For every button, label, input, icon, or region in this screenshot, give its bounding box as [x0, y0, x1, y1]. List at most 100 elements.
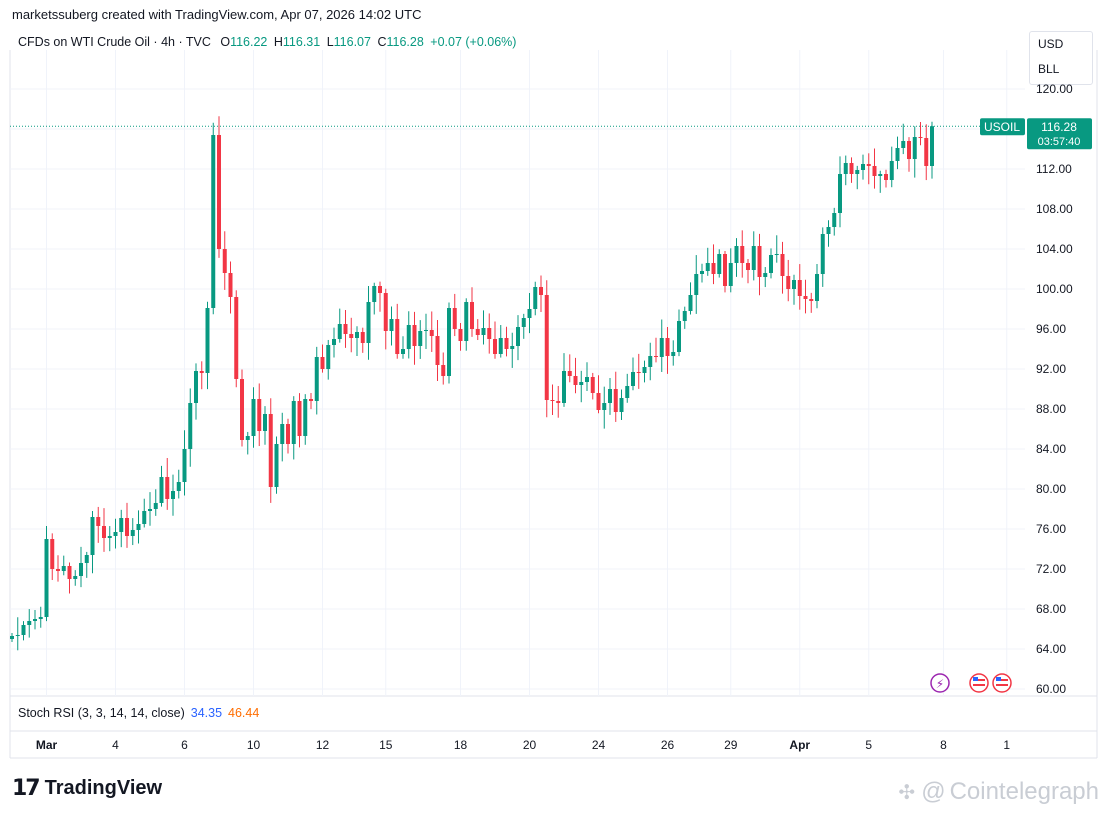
candle-body	[96, 517, 101, 526]
candle-body	[401, 349, 405, 354]
candle-body	[659, 338, 664, 357]
candle-body	[199, 371, 204, 373]
candle-body	[165, 477, 170, 499]
low-label: L	[326, 35, 334, 49]
candle-body	[79, 563, 83, 576]
us-flag-event-icon[interactable]	[992, 673, 1012, 693]
tradingview-logo[interactable]: 17 TradingView	[12, 775, 162, 801]
candle-body	[533, 287, 538, 309]
candle-body	[590, 377, 595, 393]
candle-body	[205, 308, 210, 373]
x-tick-label: 5	[865, 738, 872, 752]
candle-body	[619, 398, 624, 412]
candle-body	[429, 330, 434, 336]
candle-body	[498, 338, 503, 354]
candle-body	[182, 449, 187, 482]
earnings-event-icon[interactable]	[930, 673, 950, 693]
candle-body	[550, 400, 555, 401]
x-tick-label: 26	[661, 738, 675, 752]
cointelegraph-symbol-icon: ✣	[898, 781, 916, 804]
candle-body	[395, 319, 400, 354]
candle-body	[424, 330, 428, 331]
candle-body	[924, 138, 929, 166]
high-value: 116.31	[282, 35, 321, 49]
candle-body	[579, 382, 584, 385]
candle-body	[602, 403, 607, 410]
candle-body	[119, 518, 124, 532]
candle-body	[700, 271, 704, 274]
candle-body	[803, 296, 808, 299]
candle-body	[642, 367, 647, 373]
y-tick-label: 84.00	[1036, 442, 1066, 456]
candle-body	[740, 246, 745, 263]
candle-body	[21, 625, 26, 635]
candle-body	[90, 517, 95, 555]
candle-body	[56, 569, 60, 571]
candle-body	[901, 141, 906, 148]
currency-usd[interactable]: USD	[1038, 37, 1064, 51]
tradingview-logo-icon: 17	[12, 775, 41, 801]
currency-menu[interactable]: USD BLL	[1029, 31, 1093, 85]
candle-body	[625, 386, 630, 398]
candle-body	[418, 331, 423, 346]
candle-body	[148, 509, 152, 511]
candle-body	[930, 126, 934, 166]
candle-body	[665, 338, 670, 356]
stoch-rsi-k: 34.35	[190, 706, 223, 720]
candle-body	[125, 518, 129, 536]
stoch-rsi-d: 46.44	[228, 706, 260, 720]
us-flag-event-icon[interactable]	[969, 673, 989, 693]
candle-body	[412, 325, 417, 346]
candle-body	[332, 339, 336, 345]
candle-body	[855, 170, 860, 174]
change-value: +0.07 (+0.06%)	[430, 35, 517, 49]
candle-body	[763, 273, 768, 277]
candle-body	[142, 511, 147, 524]
lightning-icon[interactable]: ⚡	[936, 677, 944, 691]
candle-body	[309, 399, 313, 401]
candle-body	[240, 379, 244, 440]
x-tick-label: 10	[247, 738, 261, 752]
candle-body	[372, 286, 377, 302]
x-tick-label: 4	[112, 738, 119, 752]
candle-body	[355, 332, 359, 338]
us-flag-stripe	[996, 684, 1008, 686]
candle-body	[38, 617, 43, 619]
x-tick-label: 1	[1003, 738, 1010, 752]
candle-body	[567, 371, 572, 376]
last-price-tag	[1027, 118, 1092, 150]
candle-body	[648, 356, 653, 367]
candle-body	[585, 377, 589, 382]
candle-body	[746, 263, 750, 270]
currency-bll[interactable]: BLL	[1038, 62, 1060, 76]
candle-body	[872, 166, 877, 176]
candle-body	[734, 246, 739, 263]
candle-body	[613, 389, 618, 412]
symbol-title[interactable]: CFDs on WTI Crude Oil · 4h · TVC	[18, 35, 211, 49]
us-flag-canton	[973, 677, 978, 681]
candle-body	[406, 325, 411, 349]
chart-creator-credit: marketssuberg created with TradingView.c…	[12, 7, 422, 22]
candle-body	[889, 161, 894, 180]
last-price-value: 116.28	[1041, 120, 1077, 134]
candle-body	[866, 164, 871, 166]
candle-body	[671, 352, 676, 356]
open-value: 116.22	[230, 35, 268, 49]
candle-body	[481, 328, 486, 335]
candle-body	[447, 308, 451, 376]
candle-body	[527, 309, 532, 318]
candle-body	[907, 141, 911, 159]
candle-body	[544, 295, 549, 400]
y-tick-label: 100.00	[1036, 282, 1073, 296]
y-tick-label: 64.00	[1036, 642, 1066, 656]
x-tick-label: 6	[181, 738, 188, 752]
candle-body	[820, 234, 825, 274]
candle-body	[326, 345, 331, 369]
candle-body	[268, 414, 273, 487]
cointelegraph-watermark: ✣ @ Cointelegraph	[898, 778, 1099, 806]
us-flag-canton	[996, 677, 1001, 681]
candle-body	[510, 346, 515, 349]
candle-body	[320, 357, 325, 369]
high-label: H	[273, 35, 283, 49]
